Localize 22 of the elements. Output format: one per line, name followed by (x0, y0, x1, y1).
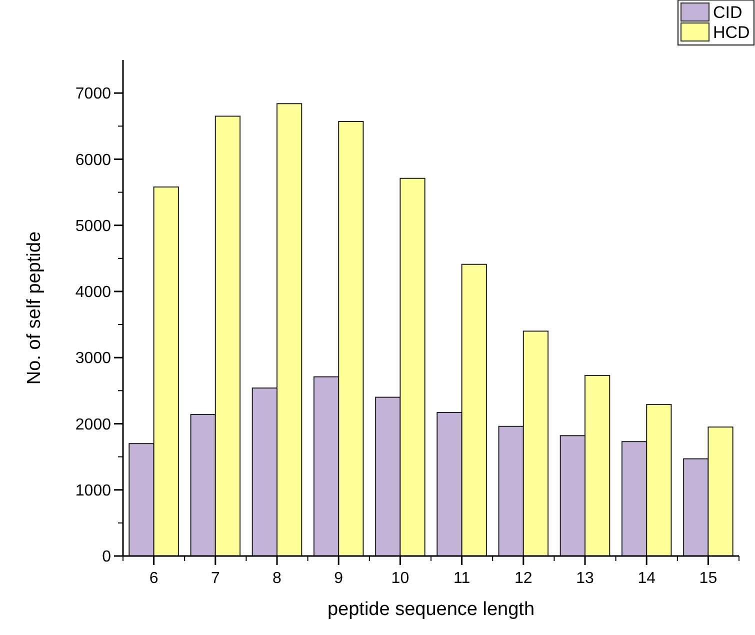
y-tick-label: 7000 (75, 86, 112, 103)
x-tick-label: 15 (699, 570, 718, 587)
legend-label: CID (713, 3, 742, 22)
x-tick-label: 14 (638, 570, 656, 587)
x-tick-label: 13 (576, 570, 594, 587)
y-tick-label: 5000 (75, 218, 112, 235)
y-axis-title: No. of self peptide (24, 231, 45, 385)
x-axis-title: peptide sequence length (327, 599, 535, 620)
y-tick-label: 2000 (75, 416, 112, 434)
y-tick-label: 4000 (75, 284, 112, 302)
x-tick-label: 7 (210, 570, 220, 587)
x-tick-label: 12 (514, 570, 532, 587)
y-tick-label: 3000 (75, 350, 112, 368)
y-tick-label: 1000 (75, 482, 112, 500)
x-tick-label: 9 (334, 570, 344, 587)
y-tick-label: 0 (102, 548, 112, 566)
legend-label: HCD (713, 23, 750, 42)
x-tick-label: 10 (391, 570, 410, 587)
x-tick-label: 6 (149, 570, 158, 587)
x-tick-label: 11 (453, 570, 470, 587)
y-tick-label: 6000 (75, 152, 112, 169)
x-tick-label: 8 (272, 570, 282, 587)
